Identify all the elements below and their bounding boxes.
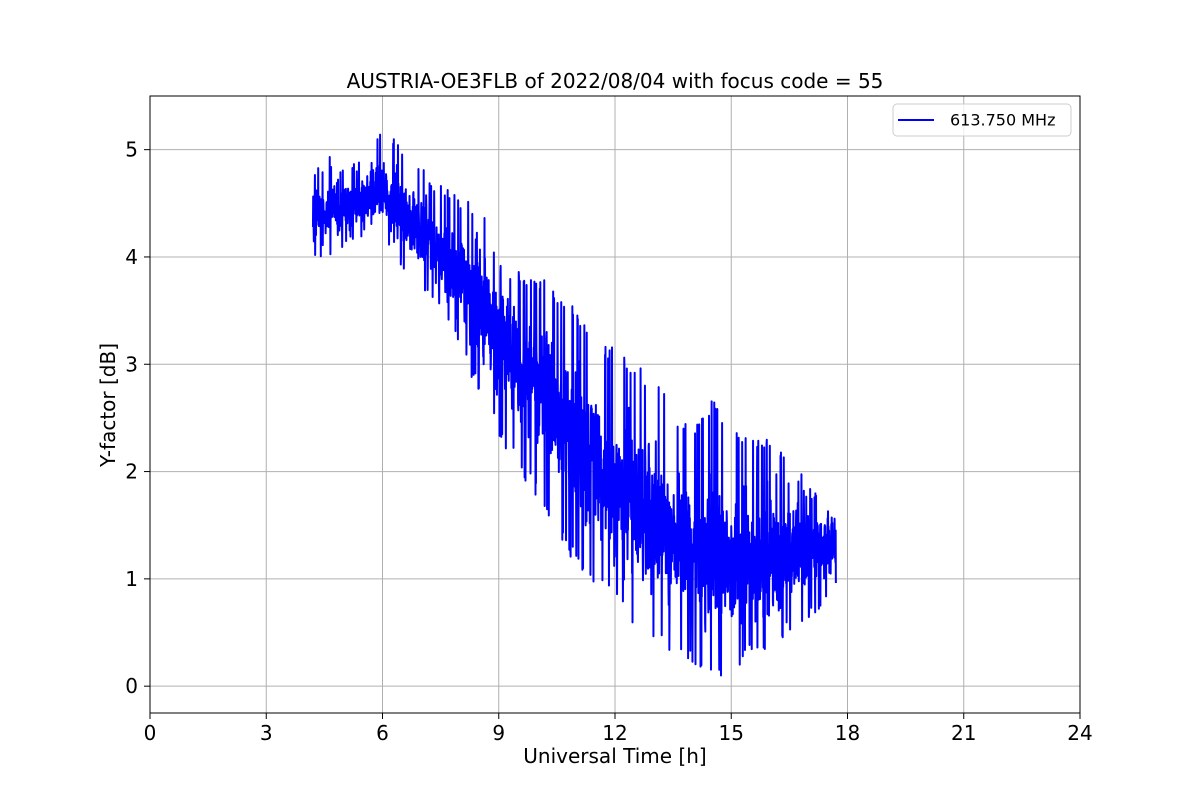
series-line xyxy=(311,133,837,677)
y-tick-label: 4 xyxy=(125,245,138,269)
x-tick-label: 3 xyxy=(260,721,273,745)
legend-box xyxy=(892,103,1072,137)
y-axis-ticks: 0 1 2 3 4 5 xyxy=(125,138,150,698)
plot-series-group xyxy=(311,133,837,677)
y-tick-label: 2 xyxy=(125,460,138,484)
y-tick-label: 3 xyxy=(125,352,138,376)
x-tick-label: 21 xyxy=(951,721,976,745)
x-tick-label: 15 xyxy=(719,721,744,745)
x-tick-label: 6 xyxy=(376,721,389,745)
x-axis-ticks: 0 3 6 9 12 15 18 21 24 xyxy=(144,713,1093,745)
y-tick-label: 0 xyxy=(125,674,138,698)
x-tick-label: 9 xyxy=(492,721,505,745)
x-tick-label: 0 xyxy=(144,721,157,745)
x-tick-label: 12 xyxy=(602,721,627,745)
y-axis-label: Y-factor [dB] xyxy=(96,343,120,468)
legend: 613.750 MHz xyxy=(892,103,1072,137)
y-tick-label: 5 xyxy=(125,138,138,162)
chart-title: AUSTRIA-OE3FLB of 2022/08/04 with focus … xyxy=(347,69,884,93)
legend-label: 613.750 MHz xyxy=(950,111,1055,130)
x-tick-label: 18 xyxy=(835,721,860,745)
x-axis-label: Universal Time [h] xyxy=(523,744,706,768)
x-tick-label: 24 xyxy=(1067,721,1092,745)
y-tick-label: 1 xyxy=(125,567,138,591)
